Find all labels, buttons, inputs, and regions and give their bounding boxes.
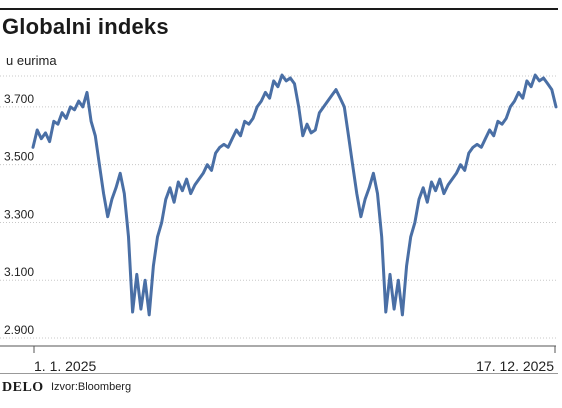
y-tick-label: 3.100 bbox=[4, 265, 34, 279]
source-note: Izvor:Bloomberg bbox=[51, 381, 132, 393]
footer-bar bbox=[0, 373, 558, 404]
y-tick-label: 3.700 bbox=[4, 92, 34, 106]
y-tick-label: 3.500 bbox=[4, 150, 34, 164]
x-tick-label: 1. 1. 2025 bbox=[34, 358, 96, 374]
series-group bbox=[31, 73, 558, 317]
x-tick-label: 17. 12. 2025 bbox=[476, 358, 554, 374]
x-axis: 1. 1. 2025 17. 12. 2025 bbox=[0, 345, 556, 374]
y-tick-label: 2.900 bbox=[4, 323, 34, 337]
gridlines bbox=[0, 75, 556, 339]
y-tick-label: 3.300 bbox=[4, 207, 34, 221]
chart-title: Globalni indeks bbox=[2, 14, 169, 39]
series-line bbox=[31, 73, 558, 317]
y-tick-labels: 3.700 3.500 3.300 3.100 2.900 bbox=[4, 92, 34, 337]
brand-logo: DELO bbox=[2, 380, 44, 395]
top-rule bbox=[0, 8, 558, 10]
chart-subtitle: u eurima bbox=[6, 53, 57, 68]
